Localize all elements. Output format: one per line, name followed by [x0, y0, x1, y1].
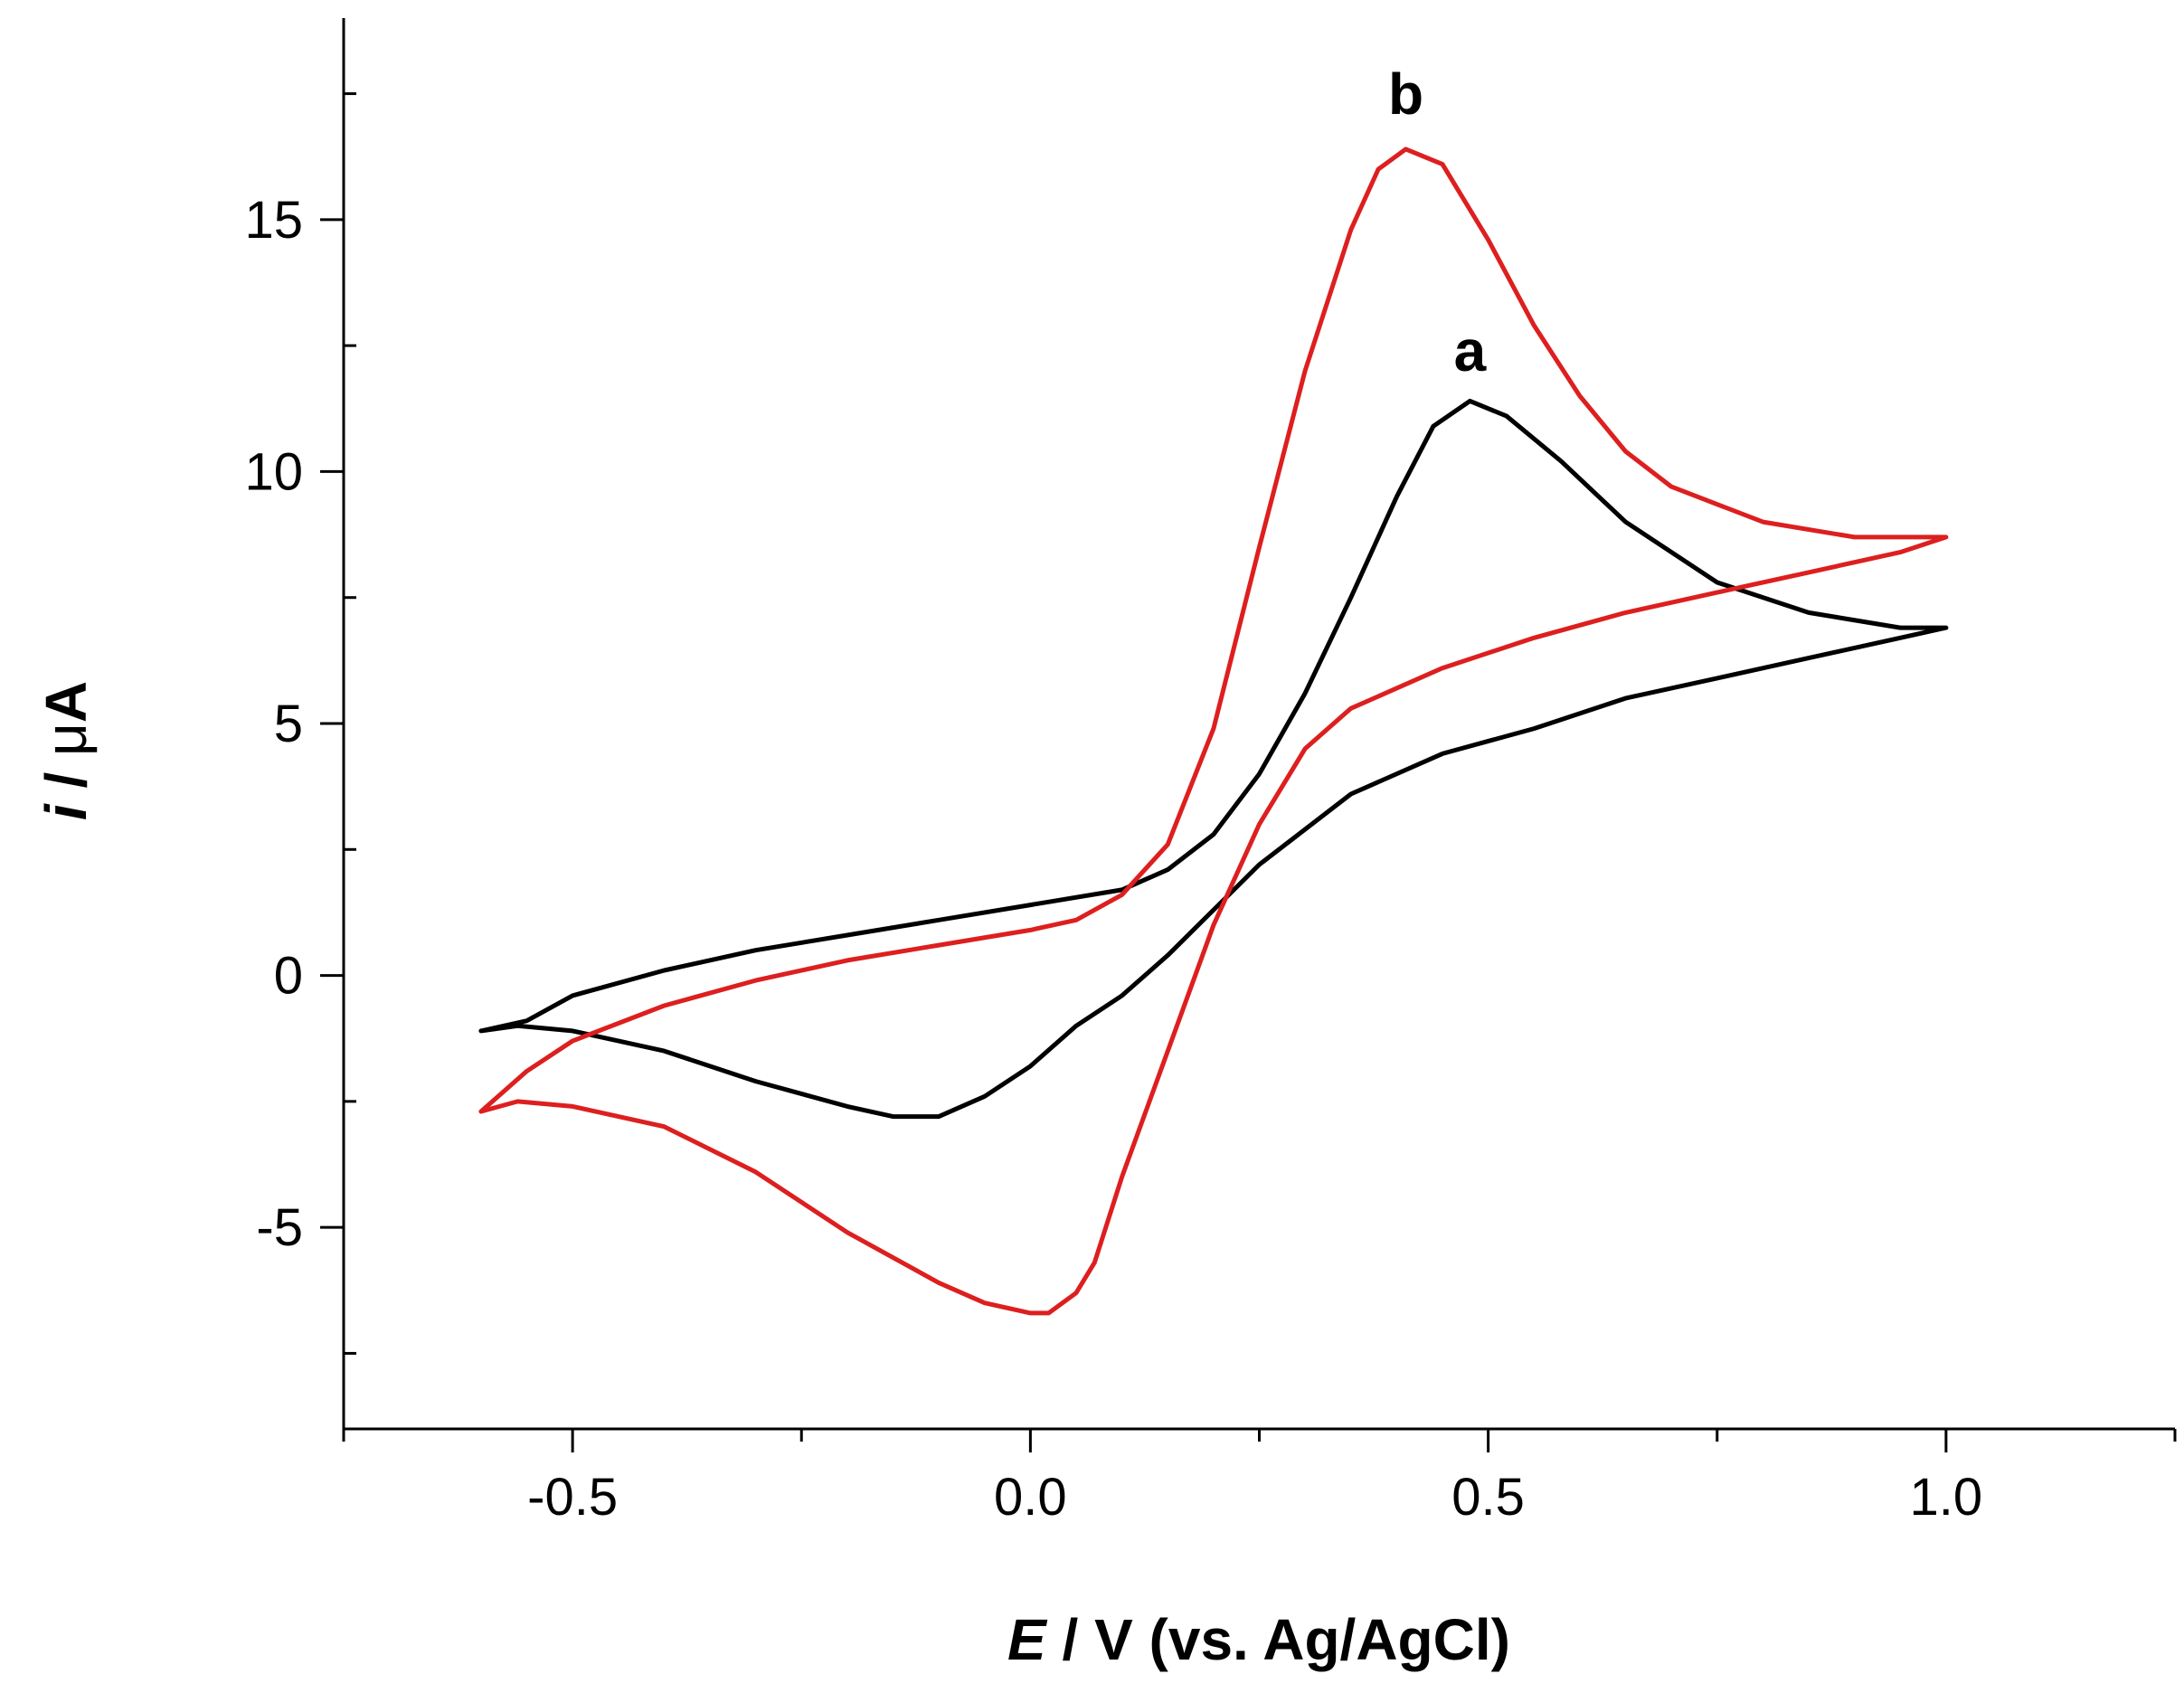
- y-axis-title-italic: i: [33, 803, 99, 820]
- series-group: ab: [478, 61, 1949, 1316]
- y-axis-title-mu: μ: [33, 723, 99, 756]
- x-tick-label: 1.0: [1910, 1468, 1983, 1527]
- y-tick-label: 15: [244, 191, 303, 250]
- y-tick-label: 0: [274, 947, 303, 1006]
- x-axis-title-rest: / V (vs. Ag/AgCl): [1046, 1607, 1510, 1672]
- y-tick-label: -5: [256, 1198, 303, 1257]
- y-axis-title-slash: /: [33, 756, 99, 804]
- x-axis-title-italic: E: [1007, 1607, 1048, 1672]
- series-line-b: [478, 147, 1949, 1316]
- x-tick-label: 0.0: [994, 1468, 1067, 1527]
- curve-label-b: b: [1388, 61, 1423, 127]
- y-axis-title: i / μA: [33, 681, 99, 820]
- y-tick-label: 5: [274, 695, 303, 753]
- series-line-a: [478, 398, 1949, 1120]
- x-axis-title: E / V (vs. Ag/AgCl): [1007, 1607, 1510, 1672]
- x-tick-label: -0.5: [527, 1468, 618, 1527]
- ticks: -0.5 0.0 0.5 1.0 -5 0 5 10 15: [244, 92, 2177, 1527]
- curve-label-a: a: [1454, 318, 1487, 383]
- y-tick-label: 10: [244, 442, 303, 501]
- x-tick-label: 0.5: [1451, 1468, 1525, 1527]
- y-axis-title-unit: A: [33, 681, 99, 723]
- axes: [342, 18, 2175, 1431]
